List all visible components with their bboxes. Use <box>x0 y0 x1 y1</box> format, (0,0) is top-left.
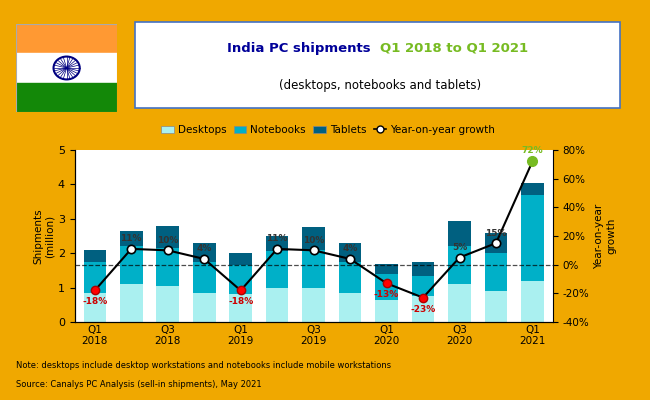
Text: -13%: -13% <box>374 290 399 299</box>
Bar <box>157 286 179 322</box>
Bar <box>266 288 289 322</box>
Bar <box>339 243 361 262</box>
Bar <box>485 232 507 253</box>
Bar <box>120 284 142 322</box>
Bar <box>448 246 471 284</box>
Bar <box>193 293 216 322</box>
Bar <box>485 291 507 322</box>
Bar <box>448 220 471 246</box>
Text: -18%: -18% <box>82 298 107 306</box>
Bar <box>120 231 142 246</box>
Text: Source: Canalys PC Analysis (sell-in shipments), May 2021: Source: Canalys PC Analysis (sell-in shi… <box>16 380 262 389</box>
Bar <box>266 236 289 252</box>
Y-axis label: Shipments
(million): Shipments (million) <box>34 208 55 264</box>
Bar <box>120 246 142 284</box>
Bar <box>375 274 398 300</box>
Bar <box>83 262 106 293</box>
Bar <box>521 281 544 322</box>
Bar <box>339 262 361 293</box>
Bar <box>16 53 117 83</box>
Bar <box>411 276 434 296</box>
Text: 5%: 5% <box>452 243 467 252</box>
Bar <box>375 264 398 274</box>
Bar <box>229 265 252 294</box>
Bar <box>83 250 106 262</box>
Text: 4%: 4% <box>196 244 212 253</box>
Text: 15%: 15% <box>485 229 507 238</box>
Bar <box>193 243 216 262</box>
Text: 4%: 4% <box>343 244 358 253</box>
Bar <box>16 83 117 112</box>
Bar <box>411 262 434 276</box>
Bar <box>302 288 325 322</box>
Bar <box>157 248 179 286</box>
Text: 10%: 10% <box>157 236 179 245</box>
Text: -23%: -23% <box>410 304 436 314</box>
Bar <box>448 284 471 322</box>
Bar <box>411 296 434 322</box>
Bar <box>521 195 544 281</box>
Text: Q1 2018 to Q1 2021: Q1 2018 to Q1 2021 <box>380 42 528 54</box>
Text: 11%: 11% <box>120 234 142 243</box>
Bar <box>302 227 325 250</box>
Text: India PC shipments: India PC shipments <box>227 42 375 54</box>
Bar <box>266 252 289 288</box>
Bar <box>83 293 106 322</box>
Text: -18%: -18% <box>228 298 254 306</box>
Bar <box>521 183 544 195</box>
Bar <box>339 293 361 322</box>
Bar <box>229 253 252 265</box>
Bar <box>193 262 216 293</box>
Bar <box>229 294 252 322</box>
Bar <box>302 250 325 288</box>
Text: Note: desktops include desktop workstations and notebooks include mobile worksta: Note: desktops include desktop workstati… <box>16 362 391 370</box>
Text: 11%: 11% <box>266 234 288 243</box>
Text: 10%: 10% <box>303 236 324 245</box>
Bar <box>485 253 507 291</box>
FancyBboxPatch shape <box>135 22 621 108</box>
Y-axis label: Year-on-year
growth: Year-on-year growth <box>595 203 616 269</box>
Bar <box>157 226 179 248</box>
Bar <box>375 300 398 322</box>
Bar <box>16 24 117 53</box>
Legend: Desktops, Notebooks, Tablets, Year-on-year growth: Desktops, Notebooks, Tablets, Year-on-ye… <box>157 121 499 139</box>
Text: 72%: 72% <box>522 146 543 154</box>
Text: (desktops, notebooks and tablets): (desktops, notebooks and tablets) <box>280 79 481 92</box>
